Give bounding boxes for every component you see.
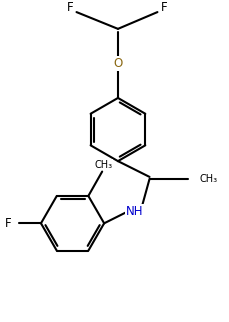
Text: CH₃: CH₃	[94, 160, 112, 170]
Text: F: F	[5, 217, 11, 230]
Text: NH: NH	[125, 205, 143, 218]
Text: F: F	[160, 1, 167, 14]
Text: CH₃: CH₃	[199, 174, 217, 184]
Text: F: F	[67, 1, 74, 14]
Text: O: O	[113, 57, 122, 70]
